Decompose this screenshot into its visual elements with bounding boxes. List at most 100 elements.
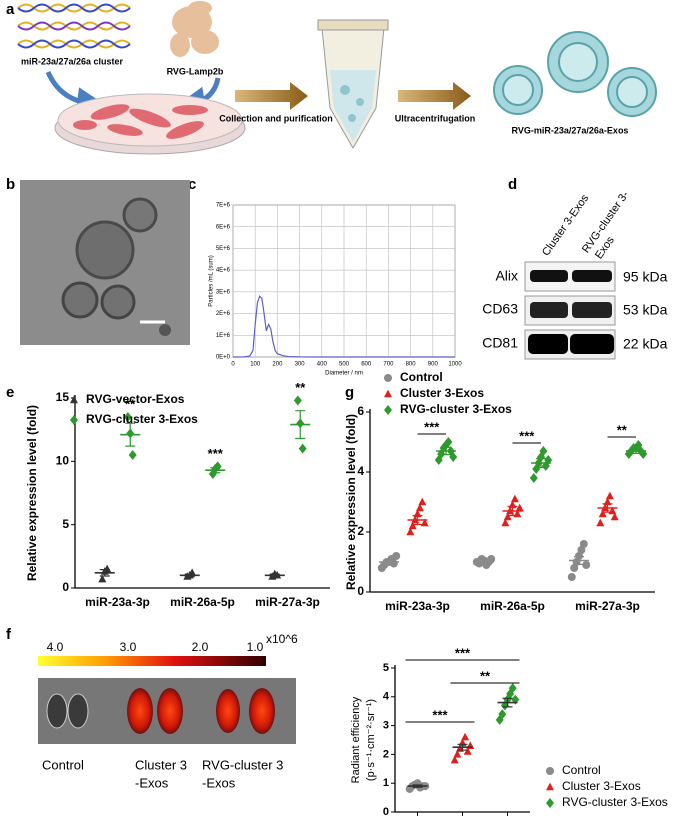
legend-marker xyxy=(546,767,554,775)
size-label: 95 kDa xyxy=(623,269,668,285)
error-bar xyxy=(441,446,451,456)
scale-unit: x10^6 xyxy=(266,632,298,646)
error-bar xyxy=(412,784,423,788)
data-point xyxy=(503,512,512,521)
y-tick-label: 1 xyxy=(383,777,389,789)
error-bar xyxy=(507,505,518,517)
scale-label: 2.0 xyxy=(192,640,209,654)
significance-label: *** xyxy=(455,645,471,660)
x-tick-label: miR-26a-5p xyxy=(170,595,235,609)
data-point xyxy=(420,518,429,527)
y-tick-label: 4E+6 xyxy=(216,268,231,274)
x-tick-label: 700 xyxy=(383,362,394,368)
legend-marker xyxy=(384,374,392,382)
schematic-label: miR-23a/27a/26a cluster xyxy=(21,56,124,66)
y-tick-label: 4 xyxy=(383,691,390,703)
schematic-label: RVG-Lamp2b xyxy=(167,66,224,76)
tube xyxy=(317,19,389,150)
y-tick-label: 3E+6 xyxy=(216,289,231,295)
sample-label: -Exos xyxy=(135,775,169,790)
data-point xyxy=(293,395,302,406)
data-point xyxy=(406,527,415,536)
y-tick-label: 4 xyxy=(357,464,364,478)
scale-label: 1.0 xyxy=(247,640,264,654)
data-point xyxy=(453,750,462,758)
data-point xyxy=(298,443,307,454)
data-point xyxy=(487,555,496,563)
error-bar xyxy=(502,697,513,708)
em-image xyxy=(20,180,190,345)
data-point xyxy=(598,509,607,518)
data-point xyxy=(461,732,470,741)
data-point xyxy=(418,497,427,506)
legend-label: RVG-vector-Exos xyxy=(86,392,185,406)
error-bar xyxy=(99,569,110,577)
process-arrow xyxy=(398,82,471,110)
data-point xyxy=(582,561,591,569)
error-bar xyxy=(295,410,306,440)
x-tick-label: 200 xyxy=(272,362,283,368)
data-point xyxy=(501,518,510,527)
legend-label: Cluster 3-Exos xyxy=(562,779,641,793)
error-bar xyxy=(602,503,613,513)
y-tick-label: 10 xyxy=(56,454,70,468)
significance-label: *** xyxy=(424,419,440,434)
significance-label: *** xyxy=(208,446,224,461)
legend-label: Control xyxy=(562,763,601,777)
y-tick-label: 6E+6 xyxy=(216,224,231,230)
data-point xyxy=(570,564,579,572)
legend-marker xyxy=(546,782,554,791)
process-arrow xyxy=(235,82,308,110)
exosomes xyxy=(493,31,657,117)
legend-label: RVG-cluster 3-Exos xyxy=(86,412,198,426)
sample-label: RVG-cluster 3 xyxy=(202,757,283,772)
data-point xyxy=(596,518,605,527)
y-tick-label: 0 xyxy=(62,580,69,594)
schematic-label: Collection and purification xyxy=(219,113,333,123)
x-tick-label: 0 xyxy=(231,362,235,368)
data-point xyxy=(567,573,576,581)
panel-label: b xyxy=(6,176,15,193)
error-bar xyxy=(384,559,394,565)
data-point xyxy=(610,512,619,521)
x-tick-label: 800 xyxy=(406,362,417,368)
panel-label: a xyxy=(6,1,15,18)
x-tick-label: miR-23a-3p xyxy=(385,599,450,613)
data-point xyxy=(408,521,417,530)
data-point xyxy=(392,552,401,560)
curved-arrow xyxy=(45,70,107,118)
culture-dish xyxy=(54,93,246,155)
y-tick-label: 0 xyxy=(383,806,389,818)
significance-label: ** xyxy=(480,668,491,683)
data-line xyxy=(233,295,455,358)
schematic-label: Ultracentrifugation xyxy=(395,113,476,123)
error-bar xyxy=(412,514,423,526)
protein-structure xyxy=(170,1,219,57)
sample-label: Control xyxy=(42,757,84,772)
legend-label: RVG-cluster 3-Exos xyxy=(400,402,512,416)
error-bar xyxy=(125,422,136,447)
data-point xyxy=(98,574,107,583)
sample-label: -Exos xyxy=(202,775,236,790)
y-axis-label: Relative expression level (fold) xyxy=(344,414,358,590)
y-axis-label: Particles /mL (sum) xyxy=(209,255,215,306)
y-tick-label: 0E+0 xyxy=(216,355,231,361)
y-tick-label: 7E+6 xyxy=(216,203,231,209)
error-bar xyxy=(536,457,546,469)
x-tick-label: miR-23a-3p xyxy=(85,595,150,609)
data-point xyxy=(415,503,424,512)
y-tick-label: 5 xyxy=(383,662,389,674)
x-tick-label: miR-26a-5p xyxy=(480,599,545,613)
dna-strands xyxy=(17,3,131,49)
x-tick-label: 900 xyxy=(428,362,439,368)
x-tick-label: miR-27a-3p xyxy=(255,595,320,609)
legend-marker xyxy=(384,389,392,398)
x-tick-label: 500 xyxy=(339,362,350,368)
legend-marker xyxy=(384,405,392,415)
significance-label: ** xyxy=(617,422,628,437)
data-point xyxy=(498,709,507,720)
size-label: 22 kDa xyxy=(623,336,668,352)
data-point xyxy=(539,446,548,456)
panel-label: g xyxy=(345,384,354,401)
